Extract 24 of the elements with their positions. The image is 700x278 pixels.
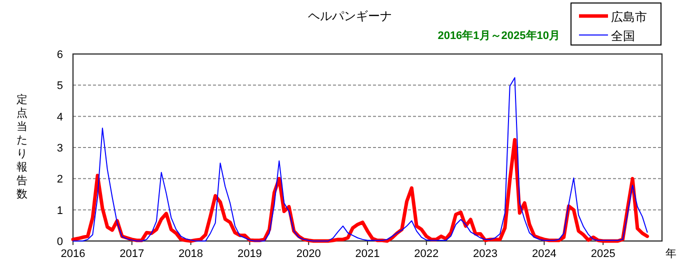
y-tick-label: 4 — [56, 111, 63, 124]
y-tick-label: 1 — [56, 204, 63, 217]
x-tick-label: 2025 — [590, 248, 616, 260]
x-tick-label: 2021 — [355, 248, 380, 260]
legend-label: 全国 — [611, 29, 635, 43]
x-tick-label: 2018 — [178, 248, 204, 260]
x-tick-label: 2022 — [414, 248, 439, 260]
x-tick-label: 2016 — [60, 248, 86, 260]
y-tick-label: 2 — [56, 174, 63, 186]
chart-subtitle: 2016年1月～2025年10月 — [438, 29, 560, 42]
y-tick-label: 6 — [56, 49, 63, 61]
line-series — [72, 77, 648, 242]
x-tick-label: 2024 — [532, 248, 556, 260]
x-tick-label: 2020 — [296, 248, 321, 260]
y-tick-label: 5 — [56, 80, 63, 92]
chart-title: ヘルパンギーナ — [308, 9, 392, 23]
y-axis-title: 定点当たり報告数 — [16, 92, 28, 200]
x-tick-label: 2017 — [120, 248, 144, 260]
legend-label: 広島市 — [611, 10, 647, 24]
y-tick-label: 0 — [56, 236, 63, 248]
x-tick-label: 2019 — [237, 248, 262, 260]
y-tick-label: 3 — [56, 142, 63, 154]
x-axis-title: 年 — [666, 248, 676, 260]
x-tick-label: 2023 — [473, 248, 498, 260]
